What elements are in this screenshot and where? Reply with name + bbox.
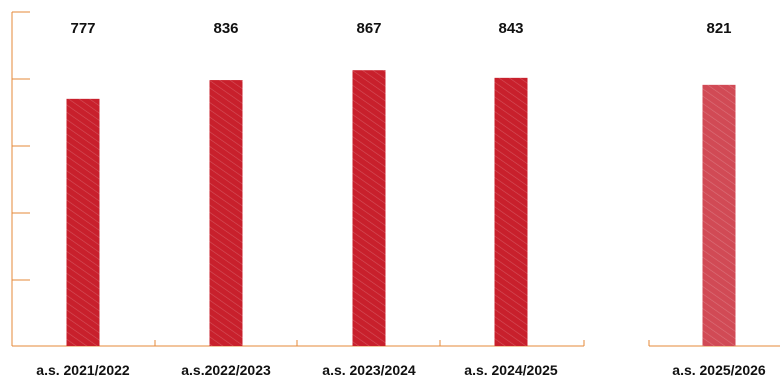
value-label-1: 836	[213, 20, 238, 37]
value-label-0: 777	[70, 20, 95, 37]
bar-2	[352, 70, 386, 346]
bar-4	[702, 84, 736, 346]
category-label-2: a.s. 2023/2024	[322, 362, 416, 378]
category-label-0: a.s. 2021/2022	[36, 362, 130, 378]
bar-0	[66, 98, 100, 346]
category-labels: a.s. 2021/2022 a.s.2022/2023 a.s. 2023/202…	[36, 362, 766, 378]
bar-1	[209, 80, 243, 346]
category-label-4: a.s. 2025/2026	[672, 362, 766, 378]
category-label-1: a.s.2022/2023	[181, 362, 271, 378]
category-label-3: a.s. 2024/2025	[464, 362, 558, 378]
bar-series	[66, 70, 736, 347]
chart-axes	[11, 11, 780, 347]
value-label-2: 867	[356, 20, 381, 37]
value-label-3: 843	[498, 20, 523, 37]
value-labels: 777 836 867 843 821	[70, 20, 731, 37]
bar-3	[494, 77, 528, 347]
value-label-4: 821	[706, 20, 731, 37]
